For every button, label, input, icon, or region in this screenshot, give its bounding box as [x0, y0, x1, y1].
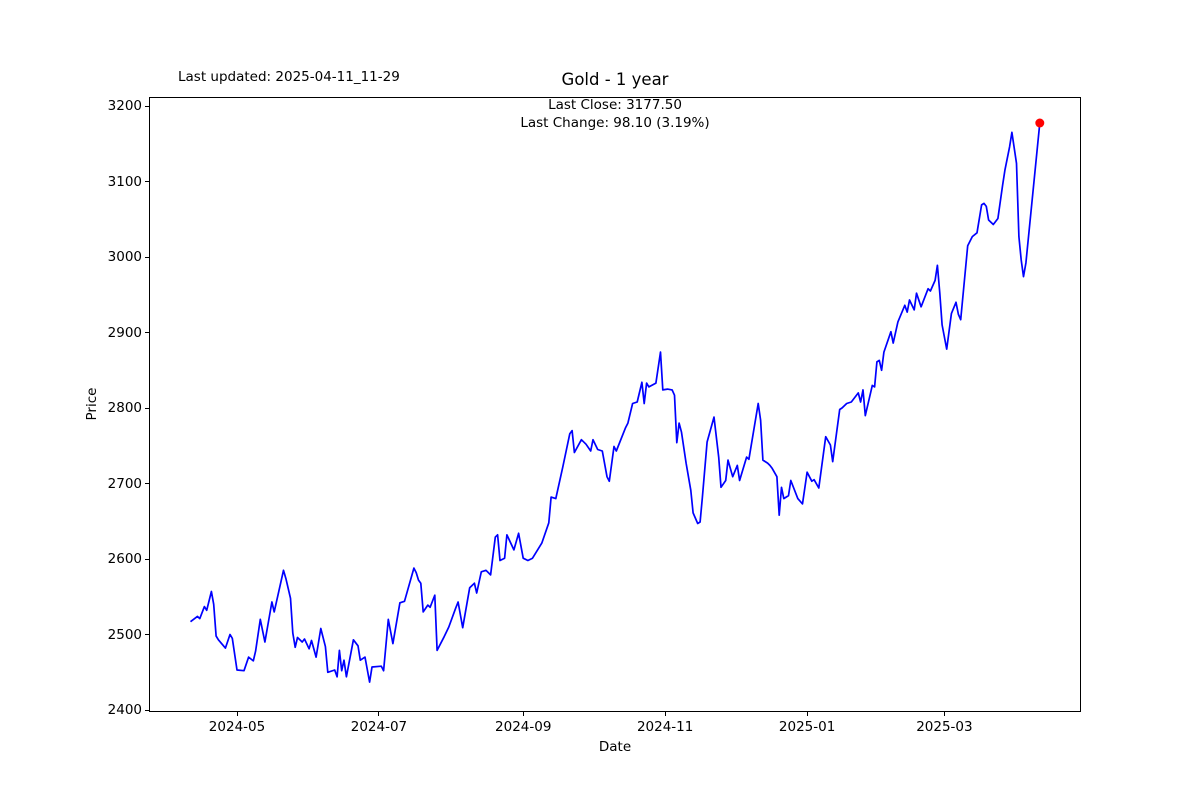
y-tick-label: 2500: [107, 626, 142, 643]
y-tick-mark: [145, 709, 149, 711]
y-tick-mark: [145, 256, 149, 258]
x-tick-label: 2024-05: [208, 719, 266, 735]
plot-area: [149, 97, 1081, 712]
y-tick-mark: [145, 483, 149, 484]
x-tick-label: 2024-11: [636, 719, 694, 735]
y-tick-label: 3100: [107, 173, 142, 190]
y-tick-mark: [145, 181, 149, 182]
price-line: [189, 122, 1041, 683]
y-tick-label: 2900: [107, 324, 142, 341]
y-tick-mark: [145, 332, 149, 333]
x-tick-mark: [522, 712, 524, 716]
last-close-annotation: Last Close: 3177.50: [548, 97, 682, 113]
x-tick-label: 2025-01: [778, 719, 836, 735]
last-price-marker: [1035, 118, 1045, 128]
y-tick-label: 2700: [107, 475, 142, 492]
y-tick-label: 3000: [107, 249, 142, 265]
x-tick-mark: [806, 712, 808, 716]
chart-title: Gold - 1 year: [561, 70, 669, 89]
y-tick-mark: [145, 558, 149, 560]
y-tick-mark: [145, 105, 149, 107]
last-updated-label: Last updated: 2025-04-11_11-29: [178, 69, 400, 85]
y-tick-label: 3200: [107, 98, 142, 114]
x-tick-label: 2024-09: [495, 719, 552, 735]
y-tick-mark: [145, 634, 149, 635]
last-change-annotation: Last Change: 98.10 (3.19%): [520, 115, 710, 131]
y-axis-label: Price: [84, 387, 100, 421]
y-tick-label: 2600: [107, 551, 142, 567]
x-tick-mark: [943, 712, 945, 716]
y-tick-label: 2400: [107, 702, 142, 718]
x-tick-label: 2024-07: [350, 719, 408, 735]
x-tick-mark: [236, 712, 238, 716]
x-tick-mark: [664, 712, 666, 716]
x-tick-mark: [378, 712, 380, 716]
x-axis-label: Date: [598, 739, 632, 755]
y-tick-mark: [145, 407, 149, 409]
y-tick-label: 2800: [107, 400, 142, 416]
x-tick-label: 2025-03: [916, 719, 973, 735]
